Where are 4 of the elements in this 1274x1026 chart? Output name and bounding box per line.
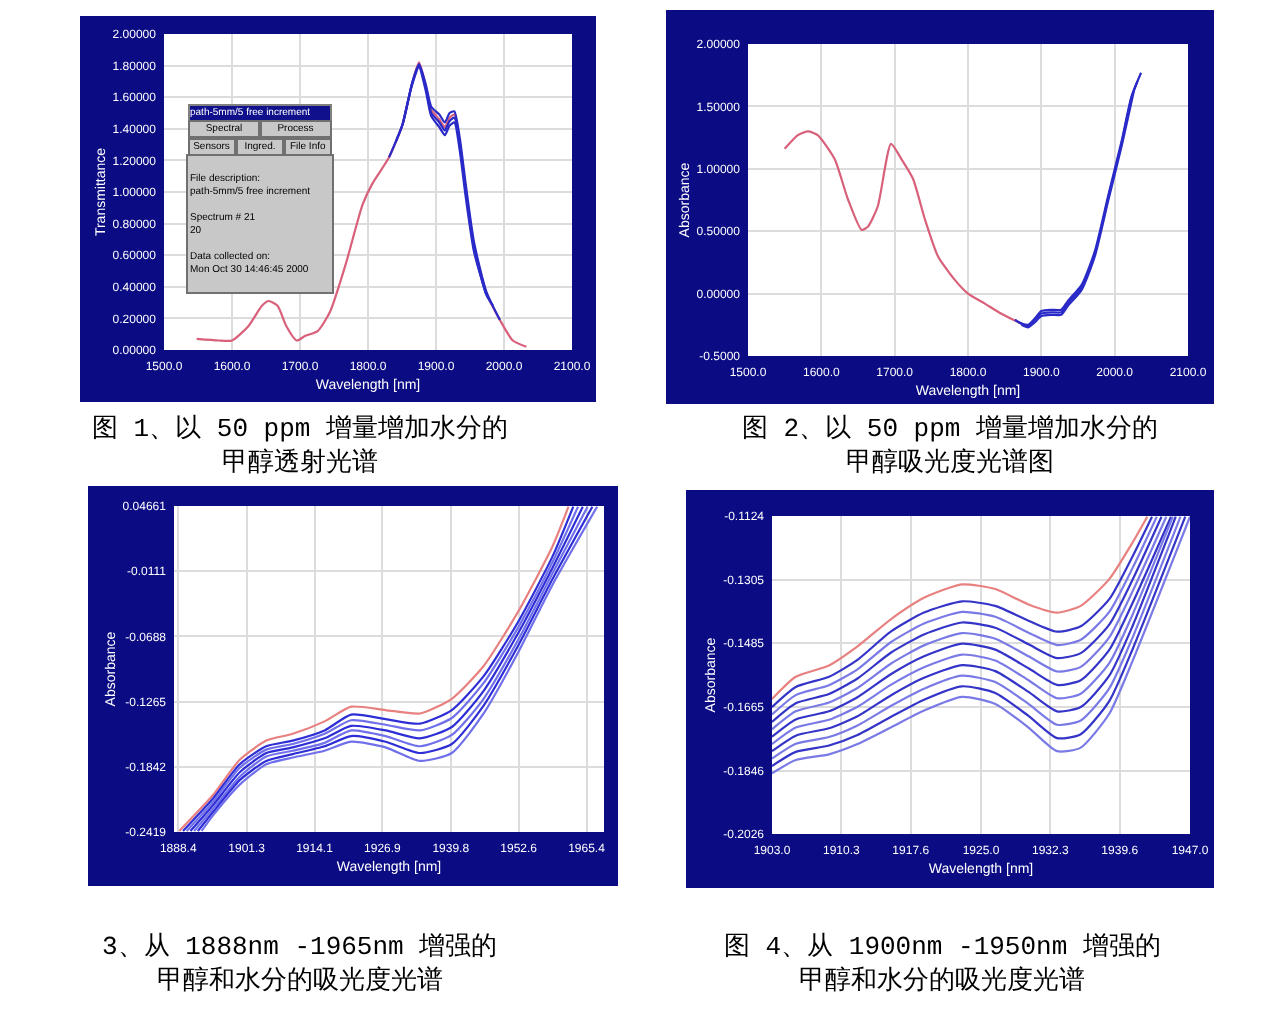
text: 图 1、以 50 ppm 增量增加水分的甲醇透射光谱 [92, 414, 509, 478]
text: 图 2、以 50 ppm 增量增加水分的甲醇吸光度光谱图 [742, 414, 1159, 478]
text: 3、从 1888nm -1965nm 增强的甲醇和水分的吸光度光谱 [102, 932, 498, 996]
text: 图 4、从 1900nm -1950nm 增强的甲醇和水分的吸光度光谱 [724, 932, 1161, 996]
